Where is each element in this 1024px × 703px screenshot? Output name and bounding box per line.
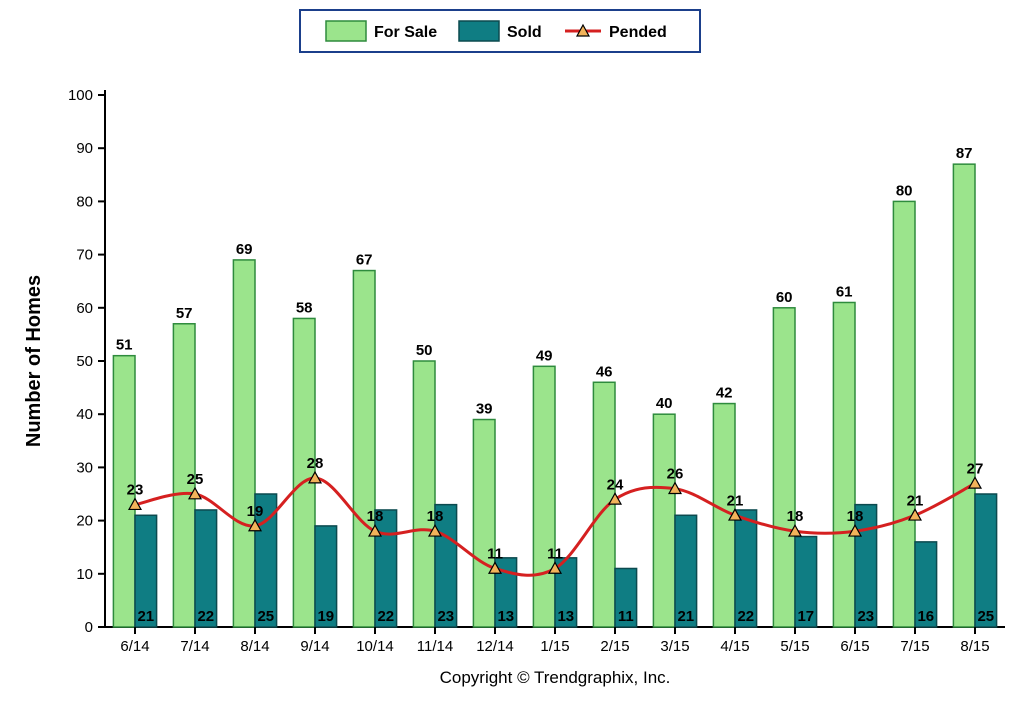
- x-tick-label: 6/15: [840, 638, 869, 655]
- legend-label-forsale: For Sale: [374, 24, 437, 41]
- bar-label-forsale: 42: [716, 385, 733, 402]
- point-label-pended: 18: [427, 508, 444, 525]
- y-tick-label: 20: [76, 513, 93, 530]
- point-label-pended: 18: [847, 508, 864, 525]
- x-tick-label: 9/14: [300, 638, 329, 655]
- y-tick-label: 40: [76, 406, 93, 423]
- copyright-text: Copyright © Trendgraphix, Inc.: [440, 668, 671, 687]
- point-label-pended: 19: [247, 503, 264, 520]
- y-tick-label: 60: [76, 300, 93, 317]
- bar-label-sold: 23: [437, 608, 454, 625]
- bar-label-forsale: 69: [236, 241, 253, 258]
- x-tick-label: 10/14: [356, 638, 394, 655]
- bar-forsale: [893, 201, 915, 627]
- x-tick-label: 7/14: [180, 638, 209, 655]
- bar-label-forsale: 50: [416, 342, 433, 359]
- x-tick-label: 8/15: [960, 638, 989, 655]
- bar-label-sold: 13: [557, 608, 574, 625]
- bar-forsale: [353, 271, 375, 627]
- chart-container: For Sale Sold Pended 0 10 20 30 40 50 60 70 80 90 100…: [0, 0, 1024, 703]
- x-tick-label: 1/15: [540, 638, 569, 655]
- bar-label-sold: 13: [497, 608, 514, 625]
- bar-label-forsale: 60: [776, 289, 793, 306]
- legend-swatch-sold: [459, 21, 499, 41]
- y-tick-label: 10: [76, 566, 93, 583]
- x-tick-label: 2/15: [600, 638, 629, 655]
- bar-forsale: [413, 361, 435, 627]
- bar-forsale: [773, 308, 795, 627]
- bar-label-sold: 22: [377, 608, 394, 625]
- y-tick-label: 80: [76, 193, 93, 210]
- bar-label-forsale: 87: [956, 145, 973, 162]
- bar-label-sold: 17: [797, 608, 814, 625]
- point-label-pended: 21: [727, 492, 744, 509]
- x-tick-label: 7/15: [900, 638, 929, 655]
- point-label-pended: 11: [487, 545, 503, 562]
- point-label-pended: 23: [127, 482, 144, 499]
- point-label-pended: 25: [187, 471, 204, 488]
- chart-svg: For Sale Sold Pended 0 10 20 30 40 50 60 70 80 90 100…: [0, 0, 1024, 703]
- point-label-pended: 26: [667, 466, 684, 483]
- bar-label-forsale: 67: [356, 252, 373, 269]
- bar-label-sold: 16: [917, 608, 934, 625]
- bar-label-sold: 21: [137, 608, 154, 625]
- x-tick-label: 5/15: [780, 638, 809, 655]
- x-tick-label: 12/14: [476, 638, 514, 655]
- y-tick-label: 50: [76, 353, 93, 370]
- y-tick-label: 70: [76, 247, 93, 264]
- x-tick-label: 11/14: [417, 638, 453, 655]
- bar-label-forsale: 58: [296, 299, 313, 316]
- bar-forsale: [833, 302, 855, 627]
- bar-label-forsale: 51: [116, 337, 133, 354]
- x-tick-label: 6/14: [120, 638, 149, 655]
- bar-label-sold: 25: [257, 608, 274, 625]
- bar-label-sold: 19: [317, 608, 334, 625]
- bar-label-forsale: 57: [176, 305, 193, 322]
- x-tick-label: 3/15: [660, 638, 689, 655]
- y-tick-label: 30: [76, 459, 93, 476]
- y-tick-label: 100: [68, 87, 93, 104]
- bar-label-sold: 22: [197, 608, 214, 625]
- point-label-pended: 18: [787, 508, 804, 525]
- bar-forsale: [533, 366, 555, 627]
- bar-label-forsale: 80: [896, 182, 913, 199]
- bar-label-forsale: 46: [596, 363, 613, 380]
- bar-label-forsale: 39: [476, 401, 493, 418]
- bar-label-forsale: 40: [656, 395, 673, 412]
- point-label-pended: 27: [967, 460, 984, 477]
- bar-label-forsale: 49: [536, 347, 553, 364]
- bar-forsale: [293, 318, 315, 627]
- legend-label-sold: Sold: [507, 24, 542, 41]
- y-tick-label: 90: [76, 140, 93, 157]
- x-tick-label: 4/15: [720, 638, 749, 655]
- x-tick-label: 8/14: [240, 638, 269, 655]
- bar-forsale: [473, 420, 495, 627]
- legend-swatch-forsale: [326, 21, 366, 41]
- legend-label-pended: Pended: [609, 24, 667, 41]
- bar-label-sold: 25: [977, 608, 994, 625]
- bar-label-forsale: 61: [836, 283, 853, 300]
- bar-label-sold: 23: [857, 608, 874, 625]
- bar-forsale: [953, 164, 975, 627]
- point-label-pended: 24: [607, 476, 624, 493]
- point-label-pended: 18: [367, 508, 384, 525]
- point-label-pended: 11: [547, 545, 563, 562]
- y-axis-label: Number of Homes: [23, 275, 45, 447]
- y-tick-label: 0: [85, 619, 93, 636]
- bar-label-sold: 11: [618, 608, 634, 625]
- bar-forsale: [233, 260, 255, 627]
- bar-label-sold: 21: [677, 608, 694, 625]
- point-label-pended: 28: [307, 455, 324, 472]
- point-label-pended: 21: [907, 492, 924, 509]
- bar-label-sold: 22: [737, 608, 754, 625]
- bar-forsale: [653, 414, 675, 627]
